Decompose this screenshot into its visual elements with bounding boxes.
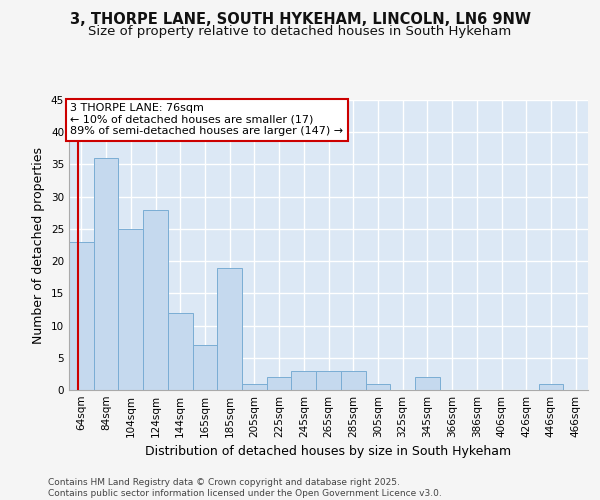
Bar (143, 210, 168, 390)
Y-axis label: Number of detached properties: Number of detached properties (32, 146, 46, 344)
Bar (365, 384, 390, 390)
Bar (415, 377, 440, 390)
Bar (69, 242, 94, 390)
Text: Contains HM Land Registry data © Crown copyright and database right 2025.
Contai: Contains HM Land Registry data © Crown c… (48, 478, 442, 498)
X-axis label: Distribution of detached houses by size in South Hykeham: Distribution of detached houses by size … (145, 446, 512, 458)
Bar (168, 312, 193, 390)
Bar (292, 370, 316, 390)
Text: Size of property relative to detached houses in South Hykeham: Size of property relative to detached ho… (88, 25, 512, 38)
Bar (193, 345, 217, 390)
Text: 3, THORPE LANE, SOUTH HYKEHAM, LINCOLN, LN6 9NW: 3, THORPE LANE, SOUTH HYKEHAM, LINCOLN, … (70, 12, 530, 28)
Text: 3 THORPE LANE: 76sqm
← 10% of detached houses are smaller (17)
89% of semi-detac: 3 THORPE LANE: 76sqm ← 10% of detached h… (70, 103, 343, 136)
Bar (316, 370, 341, 390)
Bar (539, 384, 563, 390)
Bar (118, 229, 143, 390)
Bar (341, 370, 365, 390)
Bar (217, 268, 242, 390)
Bar (242, 384, 267, 390)
Bar (94, 158, 118, 390)
Bar (267, 377, 292, 390)
